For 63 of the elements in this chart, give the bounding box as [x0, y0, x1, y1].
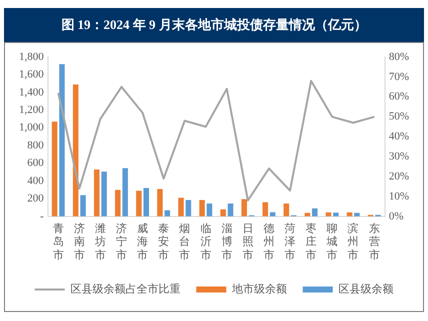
- y-tick-label: 1,200: [19, 104, 44, 116]
- chart-title: 图 19：2024 年 9 月末各地市城投债存量情况（亿元）: [4, 8, 424, 42]
- bar: [136, 190, 142, 216]
- legend-label: 区县级余额占全市比重: [70, 282, 180, 296]
- y2-tick-label: 60%: [388, 90, 410, 103]
- y2-tick-label: 40%: [388, 130, 410, 143]
- y-tick-label: -: [40, 210, 44, 222]
- x-tick-label: 泰安市: [158, 222, 170, 262]
- x-tick-label: 烟台市: [179, 222, 190, 262]
- bar: [241, 199, 247, 216]
- y-tick-label: 400: [27, 174, 44, 187]
- y-tick-label: 800: [27, 139, 44, 152]
- y2-tick-label: 30%: [388, 150, 410, 163]
- legend-label: 区县级余额: [338, 282, 394, 296]
- bar: [220, 209, 226, 216]
- bar: [262, 202, 268, 216]
- bar: [52, 122, 58, 216]
- y2-tick-label: 20%: [388, 170, 410, 182]
- x-tick-label: 青岛市: [52, 222, 64, 262]
- bar: [333, 212, 339, 216]
- bar: [122, 168, 128, 216]
- x-tick-label: 潍坊市: [94, 222, 106, 262]
- bar: [72, 84, 78, 216]
- bar: [206, 204, 212, 216]
- y-tick-label: 1,800: [19, 50, 44, 63]
- y-tick-label: 1,600: [19, 68, 44, 81]
- y-tick-label: 200: [27, 192, 44, 205]
- bar: [59, 64, 65, 216]
- bar: [228, 204, 234, 216]
- bar: [284, 204, 290, 216]
- bar: [270, 212, 276, 216]
- x-tick-label: 日照市: [242, 222, 254, 262]
- x-tick-label: 淄博市: [221, 222, 232, 262]
- bar: [164, 210, 170, 216]
- bar: [186, 200, 192, 216]
- y2-tick-label: 10%: [388, 190, 410, 202]
- y2-tick-label: 70%: [388, 70, 410, 83]
- y-tick-label: 1,000: [19, 122, 44, 134]
- bar: [178, 198, 184, 216]
- bar: [157, 188, 163, 216]
- x-tick-label: 德州市: [263, 222, 274, 262]
- bar: [143, 188, 150, 216]
- x-tick-label: 威海市: [137, 222, 148, 262]
- x-tick-label: 枣庄市: [306, 222, 317, 262]
- bar: [312, 208, 318, 216]
- x-tick-label: 聊城市: [326, 222, 338, 262]
- y-tick-label: 1,400: [19, 86, 44, 98]
- x-tick-label: 济南市: [74, 222, 85, 262]
- y2-tick-label: 80%: [388, 50, 410, 63]
- bar: [101, 172, 107, 216]
- x-tick-label: 济宁市: [116, 222, 127, 262]
- bar: [199, 200, 205, 216]
- y2-tick-label: 0%: [388, 210, 404, 222]
- x-tick-label: 东营市: [368, 222, 380, 262]
- bar: [115, 190, 121, 216]
- y-tick-label: 600: [27, 157, 44, 170]
- y2-tick-label: 50%: [388, 110, 410, 123]
- x-tick-label: 临沂市: [200, 222, 212, 262]
- legend-label: 地市级余额: [230, 282, 287, 296]
- bar: [94, 169, 100, 216]
- x-tick-label: 滨州市: [348, 222, 359, 262]
- x-tick-label: 菏泽市: [284, 222, 296, 262]
- bar: [80, 195, 86, 216]
